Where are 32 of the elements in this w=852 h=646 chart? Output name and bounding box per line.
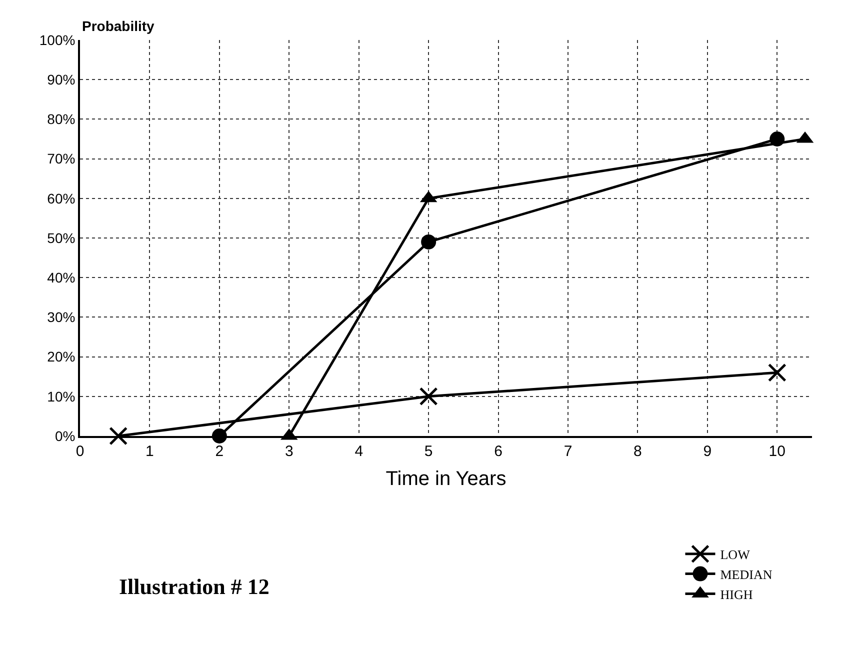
y-tick-label: 0%: [54, 428, 76, 444]
y-tick-label: 30%: [47, 309, 76, 326]
y-tick-label: 60%: [47, 190, 76, 206]
x-axis-title: Time in Years: [386, 468, 506, 490]
x-tick-label: 4: [354, 443, 364, 460]
y-tick-label: 50%: [47, 230, 76, 246]
x-tick-label: 9: [703, 443, 712, 460]
point: [419, 387, 438, 406]
legend-label: MEDIAN: [720, 566, 773, 582]
y-tick-label: 80%: [47, 111, 76, 128]
x-tick-label: 8: [634, 443, 642, 460]
y-tick-label: 40%: [47, 270, 76, 286]
y-tick-label: 70%: [47, 150, 76, 167]
x-tick-label: 7: [564, 443, 572, 460]
x-tick-label: 6: [494, 443, 502, 460]
text: Illustration # 12: [119, 574, 270, 599]
y-axis-title: Probability: [82, 18, 155, 34]
legend-label: HIGH: [720, 586, 753, 602]
y-tick-label: 100%: [39, 32, 76, 48]
x-tick-label: 0: [76, 443, 84, 460]
y-tick-label: 90%: [47, 72, 76, 88]
point: [109, 426, 128, 446]
point: [421, 234, 436, 250]
x-tick-label: 3: [284, 443, 294, 460]
x-tick-label: 2: [215, 443, 224, 460]
x-tick-label: 5: [424, 443, 433, 460]
y-tick-label: 20%: [47, 348, 76, 365]
x-tick-label: 10: [768, 443, 786, 460]
legend-label: LOW: [720, 546, 751, 562]
y-tick-label: 10%: [47, 388, 76, 404]
point: [768, 363, 786, 382]
x-tick-label: 1: [146, 443, 154, 460]
